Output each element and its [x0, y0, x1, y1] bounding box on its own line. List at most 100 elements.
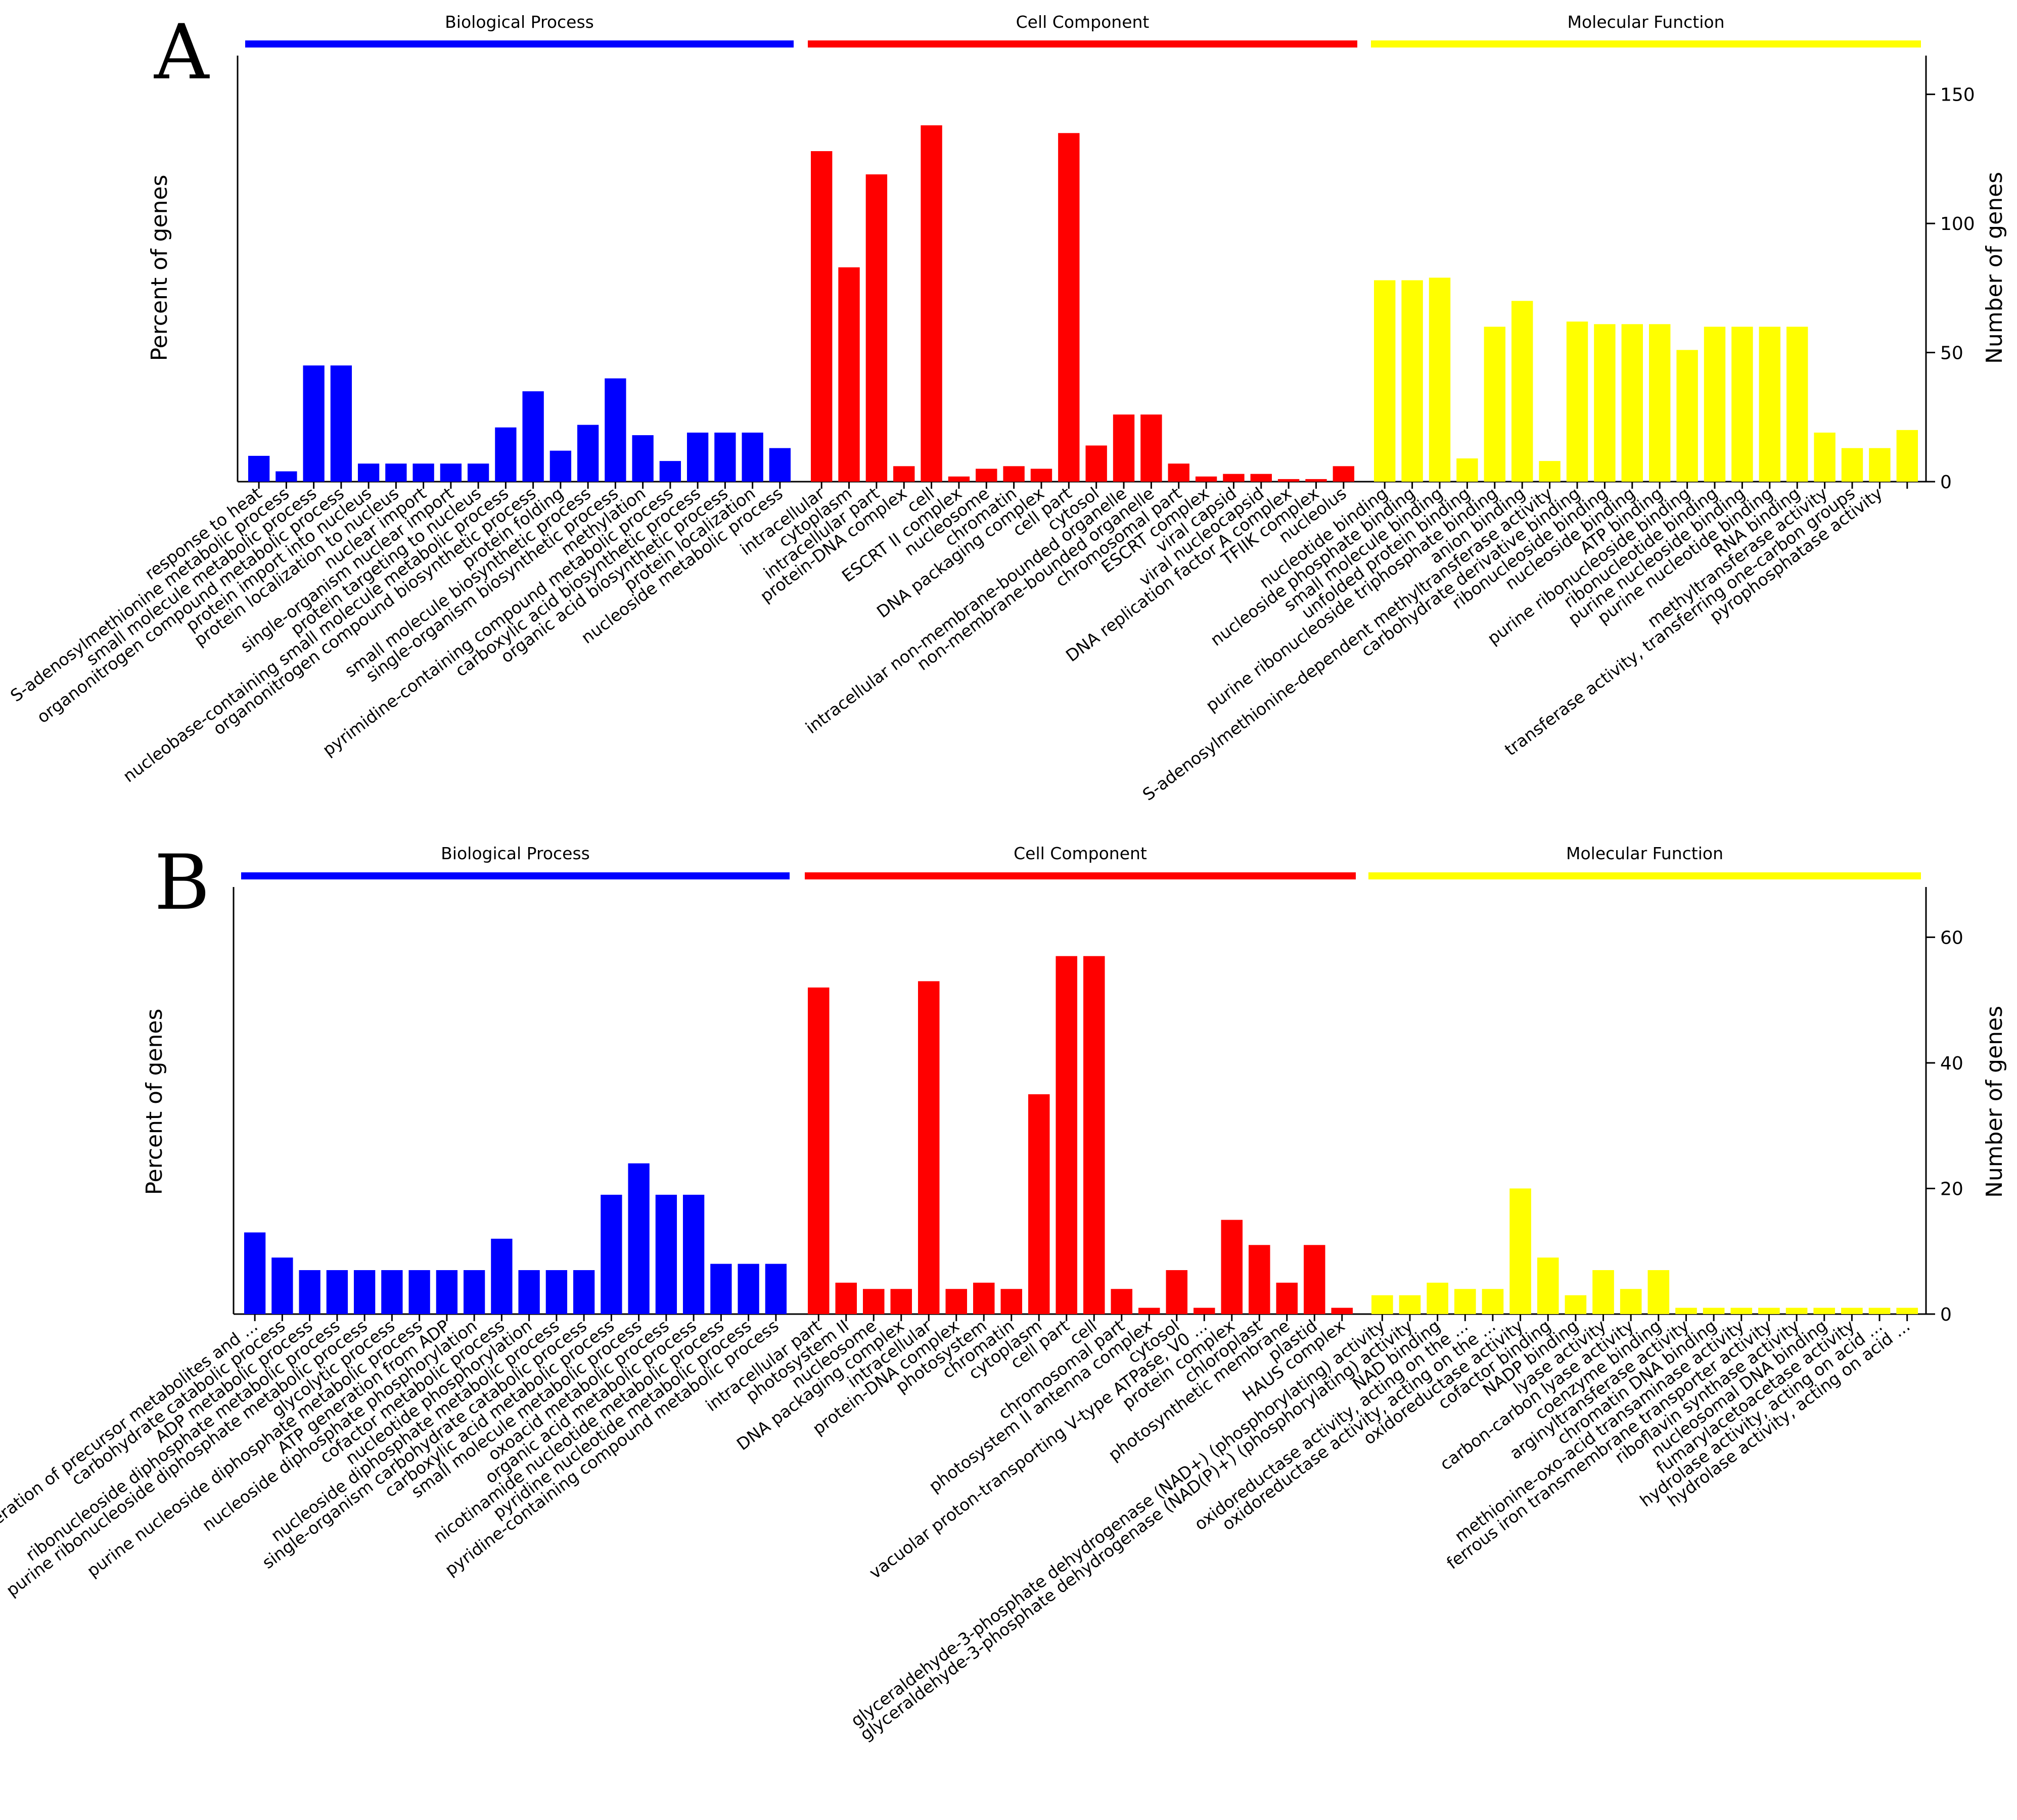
bar — [838, 267, 860, 482]
group-header-title: Biological Process — [445, 12, 594, 32]
y-tick-label: 20 — [1940, 1179, 1963, 1199]
bar — [682, 1194, 705, 1314]
bar — [1140, 414, 1162, 482]
bar — [1509, 1188, 1531, 1314]
panel-letter-a: A — [154, 9, 210, 97]
bar — [1675, 1308, 1697, 1314]
bar — [1841, 448, 1863, 482]
bar — [1138, 1308, 1160, 1314]
bar — [1333, 466, 1355, 482]
bar — [1592, 1270, 1614, 1314]
group-header-title: Cell Component — [1014, 844, 1147, 863]
bar — [1759, 326, 1781, 482]
bar — [303, 365, 325, 482]
bar — [948, 476, 970, 482]
bar — [549, 450, 572, 482]
bar — [765, 1264, 787, 1314]
left-axis-title-b: Percent of genes — [142, 1009, 167, 1195]
panel-letter-b: B — [154, 839, 210, 927]
bar — [1566, 321, 1588, 482]
group-header-title: Biological Process — [441, 844, 590, 863]
bars-b — [244, 956, 1918, 1314]
bar — [440, 463, 462, 482]
bar — [1648, 324, 1671, 482]
bar — [1085, 445, 1107, 482]
bar — [1223, 474, 1245, 482]
y-tick-label: 60 — [1940, 927, 1963, 948]
y-tick-label: 40 — [1940, 1053, 1963, 1074]
bar — [276, 471, 297, 482]
group-header-title: Cell Component — [1016, 12, 1150, 32]
bar — [710, 1264, 732, 1314]
bar — [1841, 1308, 1863, 1314]
bar — [353, 1270, 376, 1314]
bar — [1785, 1308, 1808, 1314]
bar — [1537, 1257, 1559, 1314]
bar — [1028, 1094, 1050, 1314]
bar — [408, 1270, 430, 1314]
bar — [385, 463, 407, 482]
bar — [1429, 277, 1451, 482]
bar — [714, 432, 736, 482]
bar — [244, 1232, 266, 1314]
bar — [628, 1163, 650, 1314]
left-axis-title-a: Percent of genes — [147, 175, 172, 361]
bar — [742, 432, 763, 482]
bar — [1456, 458, 1478, 482]
bar — [1730, 1308, 1753, 1314]
bar — [1621, 324, 1643, 482]
bar — [1484, 326, 1506, 482]
bar — [976, 469, 997, 482]
bar — [893, 466, 915, 482]
bar — [330, 365, 352, 482]
bar — [436, 1270, 458, 1314]
bar — [1565, 1295, 1587, 1314]
bar — [463, 1270, 485, 1314]
bar — [1000, 1289, 1023, 1314]
bar — [1731, 326, 1753, 482]
bar — [467, 463, 489, 482]
bar — [810, 151, 833, 482]
bar — [1113, 414, 1135, 482]
bar — [1056, 956, 1078, 1314]
bar — [1814, 432, 1836, 482]
bar — [271, 1257, 293, 1314]
bar — [1896, 430, 1918, 482]
axes-a: 0 50 100 150 — [237, 56, 1975, 493]
bar — [1703, 1308, 1725, 1314]
bar — [1195, 476, 1217, 482]
bar — [807, 987, 830, 1314]
bar — [1168, 463, 1189, 482]
bar — [1647, 1270, 1670, 1314]
bar — [491, 1238, 513, 1314]
bar — [1373, 280, 1396, 482]
bar — [1482, 1289, 1504, 1314]
bar — [1704, 326, 1726, 482]
bar — [865, 174, 888, 482]
bar — [518, 1270, 540, 1314]
bar — [495, 427, 517, 482]
bar — [357, 463, 380, 482]
y-tick-label: 50 — [1940, 343, 1963, 364]
group-headers-a: Biological Process Cell Component Molecula… — [245, 12, 1921, 48]
bar — [1620, 1289, 1642, 1314]
bar — [573, 1270, 595, 1314]
bar — [1331, 1308, 1353, 1314]
group-header-title: Molecular Function — [1567, 12, 1724, 32]
bar — [299, 1270, 320, 1314]
bar — [862, 1289, 885, 1314]
bar — [1896, 1308, 1918, 1314]
bar — [1399, 1295, 1421, 1314]
bar — [1868, 1308, 1891, 1314]
bar — [1193, 1308, 1215, 1314]
y-tick-label: 0 — [1940, 1304, 1952, 1325]
bar — [1401, 280, 1423, 482]
bar — [1248, 1245, 1270, 1314]
axes-b: 0 20 40 60 — [233, 887, 1963, 1325]
bar — [522, 391, 544, 482]
bar — [1221, 1220, 1243, 1314]
bar — [1250, 474, 1272, 482]
bar — [655, 1194, 677, 1314]
bar — [605, 378, 626, 482]
bar — [686, 432, 709, 482]
